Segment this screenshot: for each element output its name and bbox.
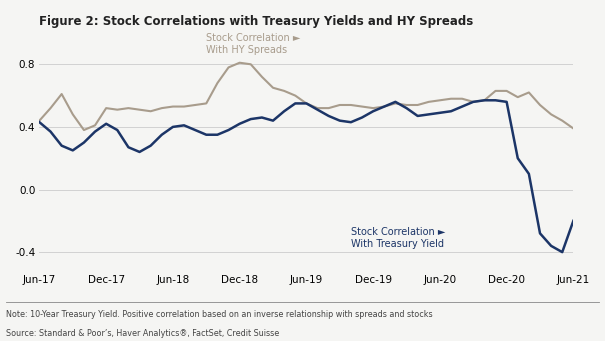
Text: Figure 2: Stock Correlations with Treasury Yields and HY Spreads: Figure 2: Stock Correlations with Treasu…	[39, 15, 474, 28]
Text: Stock Correlation ►
With Treasury Yield: Stock Correlation ► With Treasury Yield	[351, 227, 445, 249]
Text: Note: 10-Year Treasury Yield. Positive correlation based on an inverse relations: Note: 10-Year Treasury Yield. Positive c…	[6, 310, 433, 319]
Text: Source: Standard & Poor’s, Haver Analytics®, FactSet, Credit Suisse: Source: Standard & Poor’s, Haver Analyti…	[6, 329, 280, 338]
Text: Stock Correlation ►
With HY Spreads: Stock Correlation ► With HY Spreads	[206, 33, 301, 55]
